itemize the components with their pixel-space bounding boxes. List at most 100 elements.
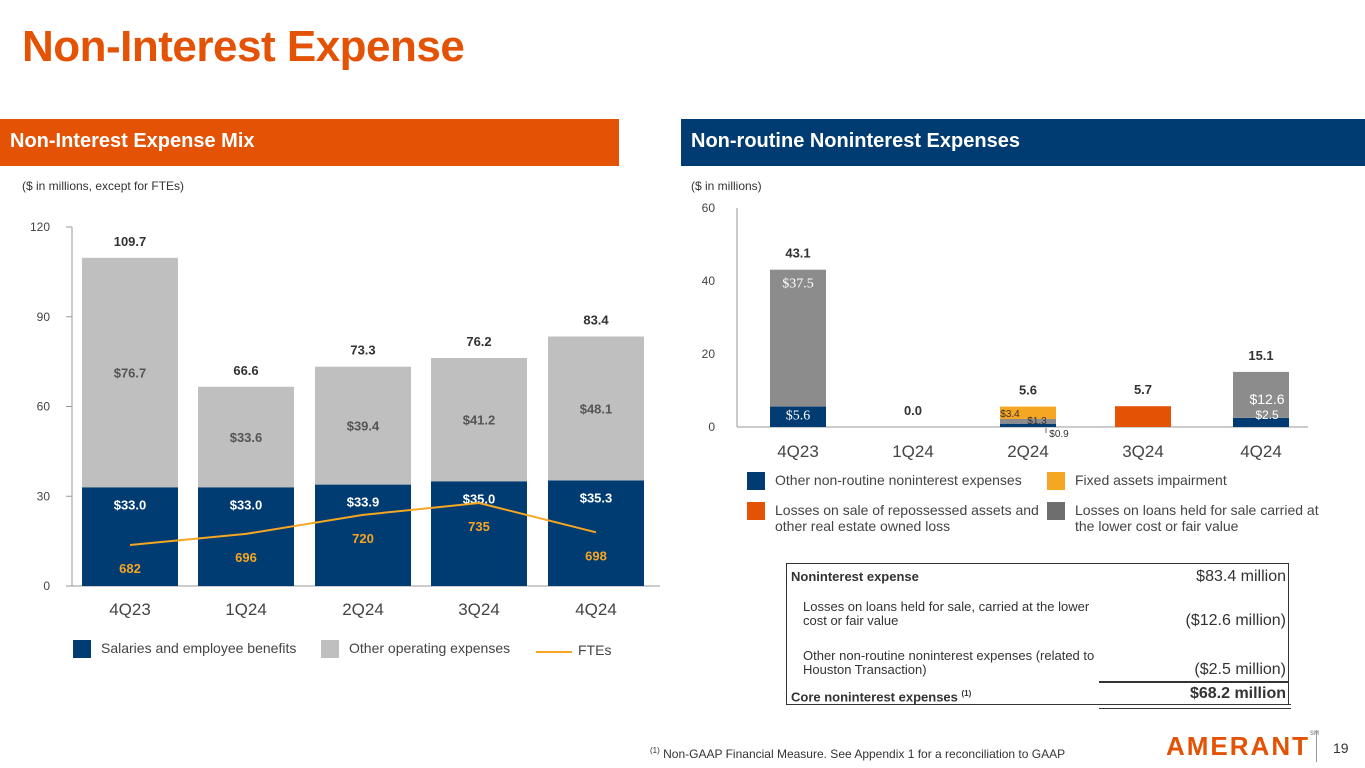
- table-row: Noninterest expense $83.4 million: [787, 564, 1288, 588]
- amerant-logo: AMERANTSM: [1166, 731, 1319, 762]
- table-row-value: $68.2 million: [1189, 685, 1286, 702]
- legend-other-operating-label: Other operating expenses: [349, 640, 511, 656]
- table-row: Losses on loans held for sale, carried a…: [787, 600, 1288, 630]
- table-row-value: $83.4 million: [1196, 568, 1286, 585]
- legend-other-operating: Other operating expenses: [321, 640, 510, 658]
- salaries-value-label: $33.0: [114, 497, 147, 512]
- bar-other-operating: [315, 366, 411, 485]
- bar-salaries: [548, 480, 644, 586]
- fte-value-label: 735: [468, 519, 490, 534]
- left-y-tick-label: 30: [37, 489, 51, 503]
- table-row-value: ($12.6 million): [1185, 612, 1286, 629]
- legend-ftes-label: FTEs: [578, 642, 612, 658]
- right-y-tick-label: 20: [702, 347, 716, 361]
- footnote-text: Non-GAAP Financial Measure. See Appendix…: [663, 747, 1066, 761]
- bar-other-nonroutine: [770, 406, 826, 427]
- other-operating-value-label: $41.2: [463, 413, 496, 428]
- fte-value-label: 682: [119, 561, 141, 576]
- fte-value-label: 696: [235, 550, 257, 565]
- table-row-value: ($2.5 million): [1194, 661, 1286, 678]
- legend-other-nonroutine: Other non-routine noninterest expenses: [747, 472, 1047, 490]
- total-value-label: 0.0: [904, 403, 922, 418]
- x-tick-label: 2Q24: [342, 600, 384, 619]
- x-tick-label: 1Q24: [892, 442, 934, 461]
- salaries-value-label: $35.3: [580, 490, 613, 505]
- legend-ftes-line: [536, 651, 572, 653]
- legend-fixed-assets-swatch: [1047, 472, 1065, 490]
- total-value-label: 43.1: [785, 246, 810, 261]
- total-value-label: 76.2: [466, 334, 491, 349]
- footnote: (1) Non-GAAP Financial Measure. See Appe…: [650, 746, 1065, 761]
- legend-ftes: FTEs: [536, 642, 611, 658]
- left-y-tick-label: 120: [30, 220, 50, 234]
- legend-other-nonroutine-swatch: [747, 472, 765, 490]
- fte-line: [129, 501, 597, 546]
- salaries-value-label: $33.0: [230, 497, 263, 512]
- page-number: 19: [1333, 740, 1349, 756]
- legend-loans-hfs: Losses on loans held for sale carried at…: [1047, 502, 1337, 534]
- loans-hfs-value-label: $12.6: [1249, 391, 1284, 407]
- x-tick-label: 4Q23: [777, 442, 819, 461]
- other-operating-value-label: $76.7: [114, 366, 147, 381]
- bar-salaries: [315, 484, 411, 586]
- right-y-tick-label: 60: [702, 201, 716, 215]
- legend-repossessed: Losses on sale of repossessed assets and…: [747, 502, 1047, 534]
- reconciliation-table: Noninterest expense $83.4 million Losses…: [786, 563, 1291, 709]
- other-nonroutine-value-label: $5.6: [786, 409, 811, 424]
- other-nonroutine-value-label: $0.9: [1049, 429, 1069, 440]
- bar-loans-hfs: [1000, 418, 1056, 424]
- legend-salaries-label: Salaries and employee benefits: [101, 640, 297, 656]
- legend-salaries: Salaries and employee benefits: [73, 640, 296, 658]
- table-double-rule: [1099, 704, 1291, 709]
- bar-salaries: [431, 481, 527, 586]
- total-value-label: 5.7: [1134, 382, 1152, 397]
- right-panel-header: Non-routine Noninterest Expenses: [681, 119, 1365, 166]
- bar-other-nonroutine: [1233, 417, 1289, 427]
- salaries-value-label: $33.9: [347, 495, 380, 510]
- x-tick-label: 4Q24: [575, 600, 617, 619]
- left-y-tick-label: 60: [37, 400, 51, 414]
- total-value-label: 5.6: [1019, 383, 1037, 398]
- x-tick-label: 4Q23: [109, 600, 151, 619]
- x-tick-label: 3Q24: [1122, 442, 1164, 461]
- legend-fixed-assets-label: Fixed assets impairment: [1075, 472, 1227, 488]
- legend-salaries-swatch: [73, 640, 91, 658]
- legend-loans-hfs-swatch: [1047, 502, 1065, 520]
- footnote-marker: (1): [650, 746, 660, 755]
- right-y-tick-label: 0: [708, 420, 715, 434]
- page-title: Non-Interest Expense: [22, 22, 465, 71]
- table-row-label: Core noninterest expenses (1): [791, 687, 971, 704]
- x-tick-label: 2Q24: [1007, 442, 1049, 461]
- left-panel-header: Non-Interest Expense Mix: [0, 119, 619, 166]
- fte-value-label: 698: [585, 548, 607, 563]
- bar-other-nonroutine: [1000, 423, 1056, 427]
- bar-loans-hfs: [1233, 371, 1289, 418]
- legend-loans-hfs-label: Losses on loans held for sale carried at…: [1075, 502, 1319, 534]
- bar-fixed-assets: [1000, 406, 1056, 419]
- table-row-label: Noninterest expense: [791, 569, 919, 584]
- bar-loans-hfs: [770, 269, 826, 407]
- table-footnote-marker: (1): [961, 689, 972, 698]
- left-y-tick-label: 90: [37, 310, 51, 324]
- legend-other-nonroutine-label: Other non-routine noninterest expenses: [775, 472, 1022, 488]
- core-expense-label: Core noninterest expenses: [791, 689, 958, 705]
- x-tick-label: 4Q24: [1240, 442, 1282, 461]
- bar-other-operating: [548, 336, 644, 481]
- bar-other-operating: [198, 386, 294, 488]
- logo-mark: SM: [1310, 731, 1319, 737]
- other-operating-value-label: $48.1: [580, 401, 613, 416]
- table-row-label: Other non-routine noninterest expenses (…: [803, 648, 1095, 677]
- other-operating-value-label: $33.6: [230, 430, 263, 445]
- bar-salaries: [82, 487, 178, 586]
- bar-repossessed: [1115, 406, 1171, 427]
- table-row: Other non-routine noninterest expenses (…: [787, 649, 1288, 679]
- x-tick-label: 1Q24: [225, 600, 267, 619]
- total-value-label: 83.4: [583, 312, 609, 327]
- loans-hfs-value-label: $1.3: [1027, 416, 1047, 427]
- total-value-label: 109.7: [114, 234, 147, 249]
- table-total-rule: [1099, 681, 1288, 683]
- footer-divider: [1316, 730, 1317, 762]
- fixed-assets-value-label: $3.4: [1000, 409, 1020, 420]
- legend-repossessed-swatch: [747, 502, 765, 520]
